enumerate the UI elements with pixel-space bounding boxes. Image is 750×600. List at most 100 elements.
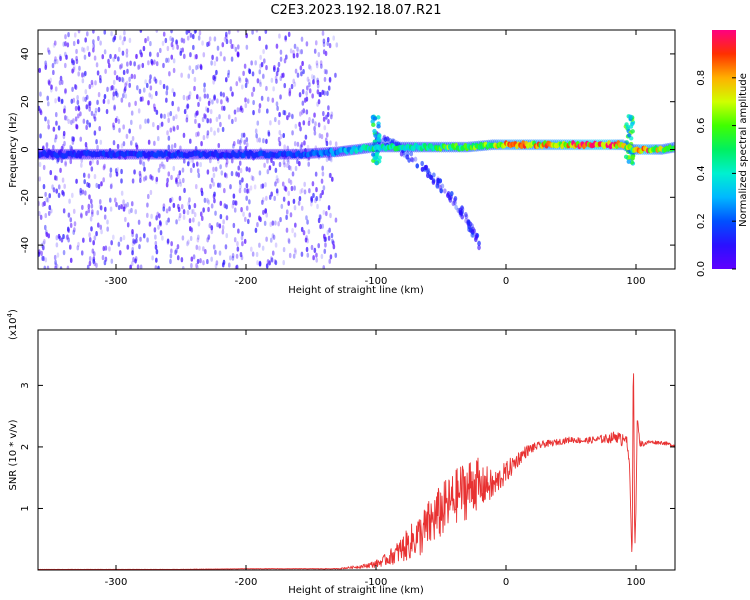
spectrogram-cell bbox=[298, 121, 301, 127]
spectrogram-cell bbox=[67, 118, 71, 125]
spectrogram-cell bbox=[118, 76, 121, 83]
spectrogram-cell bbox=[256, 120, 260, 126]
spectrogram-cell bbox=[214, 263, 218, 269]
spectrogram-cell bbox=[221, 42, 225, 48]
spectrogram-cell bbox=[139, 177, 142, 184]
spectrogram-cell bbox=[262, 73, 265, 79]
spectrogram-cell bbox=[215, 69, 218, 76]
spectrogram-cell bbox=[454, 204, 458, 210]
spectrogram-cell bbox=[216, 182, 220, 188]
spectrogram-cell bbox=[195, 263, 198, 269]
spectrogram-cell bbox=[75, 58, 79, 65]
spectrogram-cell bbox=[113, 104, 116, 110]
spectrogram-cell bbox=[163, 113, 166, 119]
spectrogram-cell bbox=[84, 37, 87, 43]
spectrogram-cell bbox=[74, 116, 78, 122]
spectrogram-cell bbox=[251, 176, 255, 182]
spectrogram-cell bbox=[258, 79, 262, 85]
spectrogram-cell bbox=[75, 178, 78, 184]
spectrogram-cell bbox=[300, 71, 303, 77]
spectrogram-cell bbox=[66, 226, 70, 232]
spectrogram-cell bbox=[225, 173, 228, 179]
spectrogram-cell bbox=[65, 54, 68, 60]
spectrogram-cell bbox=[237, 165, 241, 171]
spectrogram-cell bbox=[142, 233, 146, 239]
spectrogram-cell bbox=[109, 172, 112, 178]
spectrogram-cell bbox=[172, 115, 176, 121]
spectrogram-cell bbox=[278, 141, 282, 147]
spectrogram-cell bbox=[328, 77, 332, 84]
spectrogram-cell bbox=[241, 241, 244, 247]
spectrogram-cell bbox=[87, 101, 91, 107]
spectrogram-cell bbox=[39, 214, 43, 220]
spectrogram-cell bbox=[188, 218, 192, 224]
spectrogram-cell bbox=[325, 210, 328, 217]
spectrogram-cell bbox=[54, 265, 57, 269]
spectrogram-cell bbox=[323, 76, 327, 83]
colorbar-gradient bbox=[712, 30, 736, 269]
spectrogram-cell bbox=[226, 97, 230, 103]
spectrogram-cell bbox=[438, 184, 442, 190]
spectrogram-cell bbox=[243, 238, 247, 245]
spectrogram-cell bbox=[189, 235, 193, 242]
spectrogram-cell bbox=[80, 250, 84, 256]
spectrogram-cell bbox=[221, 229, 225, 235]
spectrogram-cell bbox=[285, 227, 289, 233]
spectrogram-cell bbox=[40, 250, 43, 256]
spectrogram-cell bbox=[172, 125, 175, 131]
spectrogram-cell bbox=[277, 221, 280, 227]
spectrogram-cell bbox=[248, 212, 252, 218]
spectrogram-cell bbox=[306, 219, 309, 225]
spectrogram-cell bbox=[93, 260, 96, 267]
spectrogram-cell bbox=[153, 106, 157, 112]
spectrogram-cell bbox=[431, 179, 436, 185]
spectrogram-cell bbox=[244, 146, 248, 152]
spectrogram-cell bbox=[215, 116, 219, 122]
spectrogram-cell bbox=[64, 34, 67, 40]
spectrogram-cell bbox=[93, 55, 97, 61]
spectrogram-cell bbox=[64, 115, 67, 121]
spectrogram-cell bbox=[124, 216, 127, 223]
spectrogram-cell bbox=[223, 172, 227, 178]
spectrogram-cell bbox=[152, 103, 156, 109]
spectrogram-cell bbox=[474, 234, 479, 240]
spectrogram-cell bbox=[192, 254, 196, 260]
spectrogram-cell bbox=[196, 258, 200, 265]
spectrogram-cell bbox=[92, 258, 96, 264]
spectrogram-cell bbox=[86, 264, 90, 269]
spectrogram-cell bbox=[290, 185, 294, 192]
spectrogram-cell bbox=[291, 148, 295, 154]
spectrogram-cell bbox=[220, 99, 223, 105]
spectrogram-cell bbox=[41, 255, 44, 261]
spectrogram-cell bbox=[103, 49, 107, 55]
spectrogram-cell bbox=[200, 190, 204, 197]
spectrogram-cell bbox=[116, 143, 120, 150]
spectrogram-cell bbox=[374, 160, 379, 166]
spectrogram-cell bbox=[284, 37, 288, 43]
spectrogram-cell bbox=[183, 187, 186, 194]
spectrogram-cell bbox=[265, 44, 268, 50]
spectrogram-cell bbox=[139, 124, 142, 130]
colorbar-tick-label: 0.2 bbox=[696, 213, 707, 229]
spectrogram-cell bbox=[273, 259, 277, 265]
spectrogram-cell bbox=[153, 227, 157, 233]
spectrogram-cell bbox=[73, 227, 76, 233]
spectrogram-cell bbox=[93, 173, 97, 180]
spectrogram-cell bbox=[103, 163, 106, 169]
spectrogram-cell bbox=[294, 123, 298, 129]
spectrogram-cell bbox=[271, 220, 275, 226]
spectrogram-cell bbox=[278, 111, 281, 118]
spectrogram-cell bbox=[451, 200, 456, 207]
spectrogram-cell bbox=[186, 161, 190, 167]
spectrogram-cell bbox=[129, 60, 132, 66]
spectrogram-cell bbox=[179, 47, 183, 54]
spectrogram-cell bbox=[271, 233, 275, 239]
spectrogram-cell bbox=[147, 139, 151, 145]
spectrogram-cell bbox=[269, 221, 273, 227]
spectrogram-cell bbox=[313, 126, 316, 132]
spectrogram-cell bbox=[158, 213, 161, 219]
spectrogram-cell bbox=[158, 220, 162, 226]
spectrogram-cell bbox=[69, 158, 73, 165]
spectrogram-cell bbox=[289, 212, 293, 218]
spectrogram-cell bbox=[212, 193, 216, 199]
